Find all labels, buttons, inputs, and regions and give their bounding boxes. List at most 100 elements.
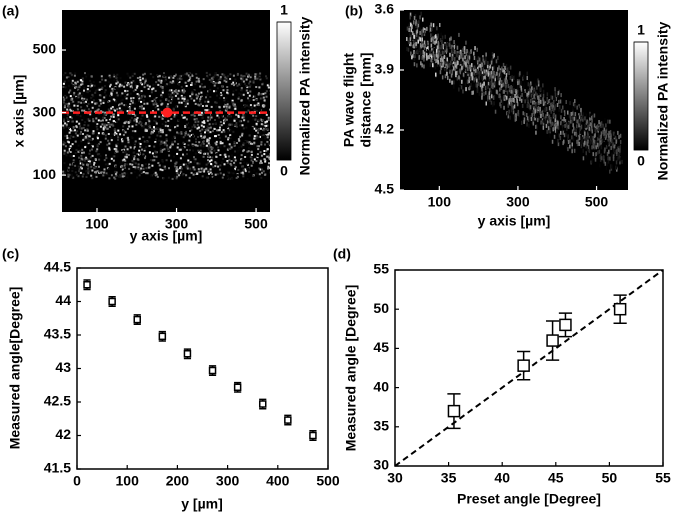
speckle [198,141,201,144]
streak-speckle [581,116,583,121]
speckle [70,155,73,158]
streak-speckle [602,129,605,134]
speckle [157,83,160,86]
streak-speckle [599,141,601,146]
speckle [260,154,263,157]
streak-speckle [536,109,538,114]
speckle [234,105,237,108]
speckle [118,175,120,178]
speckle [151,128,154,131]
speckle [190,114,193,117]
speckle [237,151,240,154]
streak-speckle [462,64,465,69]
streak-speckle [542,97,544,102]
streak-speckle [591,140,593,144]
speckle [265,128,268,130]
streak-speckle [527,91,530,96]
speckle [104,163,107,166]
streak-speckle [453,80,455,85]
speckle [243,114,246,117]
speckle [254,77,257,80]
speckle [75,148,78,151]
speckle [168,154,171,157]
speckle [258,128,260,131]
speckle [107,174,110,176]
streak-speckle [474,46,476,51]
speckle [130,136,133,138]
speckle [262,105,265,108]
speckle [179,166,182,168]
speckle [91,148,93,151]
streak-speckle [599,126,601,131]
streak-speckle [477,61,480,66]
speckle [112,115,115,118]
x-axis-label: Preset angle [Degree] [457,491,601,507]
speckle [99,141,102,144]
speckle [215,140,218,143]
speckle [206,125,209,128]
streak-speckle [411,24,413,29]
streak-speckle [609,169,611,174]
streak-speckle [512,110,515,115]
speckle [129,109,131,112]
speckle [223,163,226,166]
streak-speckle [500,74,503,78]
streak-speckle [591,129,593,134]
speckle [88,138,91,141]
speckle [219,121,222,123]
speckle [226,161,229,164]
speckle [248,85,251,88]
speckle [144,95,146,98]
x-tick-label: 100 [85,216,109,232]
streak-speckle [509,115,511,120]
streak-speckle [487,85,489,89]
streak-speckle [490,74,493,79]
speckle [66,114,69,117]
streak-speckle [485,101,487,106]
speckle [199,144,202,147]
streak-speckle [558,113,561,118]
streak-speckle [546,115,549,120]
speckle [176,77,179,80]
speckle [107,81,110,83]
speckle [185,166,188,169]
speckle [91,132,94,135]
speckle [200,111,203,114]
speckle [89,136,92,139]
speckle [234,107,237,110]
speckle [203,98,206,101]
speckle [121,140,124,143]
speckle [241,171,244,174]
streak-speckle [531,113,533,118]
speckle [230,164,233,167]
speckle [172,166,175,169]
speckle [76,80,79,83]
speckle [78,86,81,89]
speckle [185,85,188,87]
speckle [169,146,172,149]
speckle [163,148,166,151]
streak-speckle [558,99,560,104]
streak-speckle [473,77,476,82]
speckle [120,99,123,102]
streak-speckle [499,95,502,100]
speckle [189,114,192,117]
speckle [214,82,217,85]
speckle [122,125,125,128]
speckle [212,81,215,84]
streak-speckle [610,137,612,142]
streak-speckle [584,134,586,139]
speckle [233,104,236,107]
speckle [103,113,106,116]
speckle [121,92,124,95]
speckle [108,118,111,121]
speckle [70,173,73,176]
speckle [112,124,115,127]
speckle [90,160,93,162]
speckle [83,109,86,112]
streak-speckle [408,23,410,28]
streak-speckle [517,85,519,90]
speckle [161,117,164,120]
speckle [226,91,229,94]
speckle [120,84,123,87]
